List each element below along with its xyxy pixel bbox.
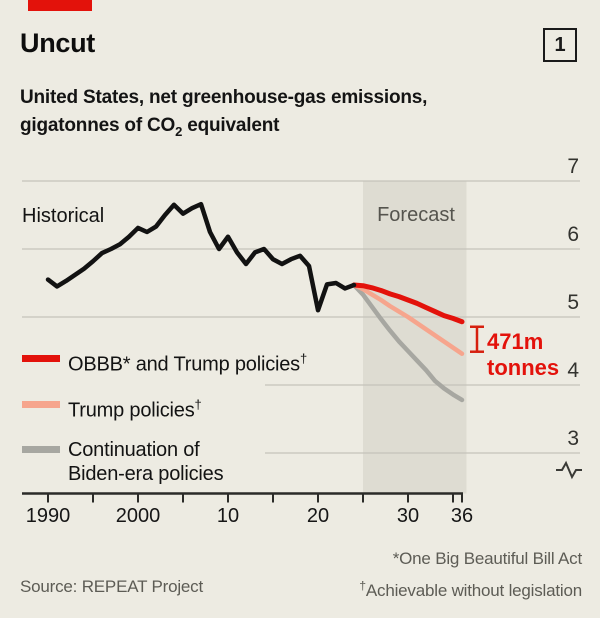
legend-item-0: OBBB* and Trump policies†	[22, 347, 307, 377]
x-axis-label-2030: 30	[397, 505, 419, 527]
historical-label: Historical	[22, 205, 104, 227]
gap-annotation-line1: 471m	[487, 329, 543, 354]
figure-number-badge: 1	[543, 28, 577, 62]
x-axis-layer: 1990 2000 10 20 30 36	[22, 492, 473, 527]
co2-subscript: 2	[175, 123, 183, 139]
footnote-obbb: *One Big Beautiful Bill Act	[392, 549, 582, 568]
legend-item-2: Continuation of Biden-era policies	[22, 438, 307, 486]
legend-item-1: Trump policies†	[22, 393, 307, 423]
y-axis-label-5: 5	[567, 291, 579, 314]
series-line-trump	[351, 282, 465, 356]
legend: OBBB* and Trump policies† Trump policies†…	[22, 347, 307, 486]
y-axis-label-3: 3	[567, 427, 579, 450]
legend-swatch-0	[22, 355, 60, 362]
forecast-band-layer	[363, 181, 467, 494]
x-axis-label-2020: 20	[307, 505, 329, 527]
brand-red-tab	[28, 0, 92, 11]
y-axis-label-7: 7	[567, 155, 579, 178]
series-line-historical	[45, 201, 357, 313]
series-line-biden-era	[351, 282, 465, 403]
gap-bracket-layer	[470, 325, 484, 353]
forecast-label: Forecast	[377, 204, 455, 226]
series-line-obbb-trump	[351, 282, 465, 325]
legend-label-1: Trump policies†	[68, 396, 202, 422]
gap-annotation-line2: tonnes	[487, 355, 559, 380]
x-axis-label-2000: 2000	[116, 505, 161, 527]
x-axis-label-2010: 10	[217, 505, 239, 527]
page-title: Uncut	[20, 28, 95, 58]
footnote-dagger: †Achievable without legislation	[359, 578, 582, 600]
x-axis-label-2036: 36	[451, 505, 473, 527]
subtitle-line2: gigatonnes of CO2 equivalent	[20, 115, 280, 139]
legend-label-2: Continuation of Biden-era policies	[68, 439, 224, 486]
subtitle-line1: United States, net greenhouse-gas emissi…	[20, 87, 428, 108]
forecast-band	[363, 181, 467, 494]
chart-subtitle: United States, net greenhouse-gas emissi…	[20, 84, 427, 146]
legend-swatch-1	[22, 400, 60, 408]
source-note: Source: REPEAT Project	[20, 577, 203, 596]
legend-label-0: OBBB* and Trump policies†	[68, 351, 308, 376]
y-axis-label-4: 4	[567, 359, 579, 382]
series-layer	[45, 201, 465, 403]
y-axis-label-6: 6	[567, 223, 579, 246]
x-axis-label-1990: 1990	[26, 505, 71, 527]
axis-break-squiggle-icon	[556, 460, 582, 480]
footnotes: *One Big Beautiful Bill Act †Achievable …	[359, 546, 582, 604]
legend-swatch-2	[22, 446, 60, 454]
